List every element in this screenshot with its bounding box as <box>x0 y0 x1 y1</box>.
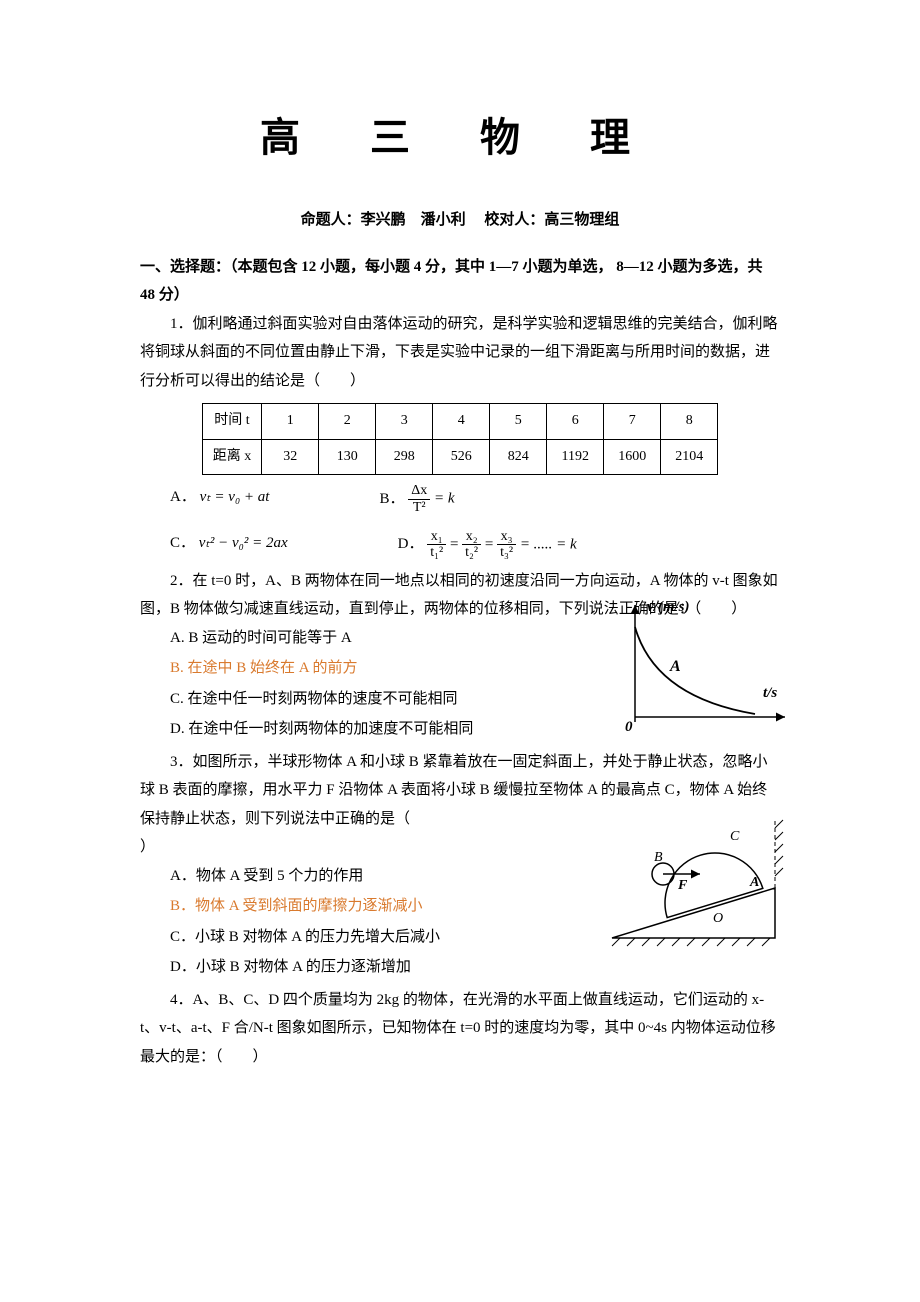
q2-figure: v/(m/s) A t/s 0 <box>615 597 790 737</box>
q4-text: 4．A、B、C、D 四个质量均为 2kg 的物体，在光滑的水平面上做直线运动，它… <box>140 986 780 1072</box>
table-cell: 7 <box>604 404 661 440</box>
q3-figure: F B C A O <box>600 818 790 953</box>
table-cell: 1 <box>262 404 319 440</box>
table-cell: 1192 <box>547 439 604 475</box>
table-cell: 32 <box>262 439 319 475</box>
q1-options: A． vₜ = v₀ + at B． Δx T² = k C． vₜ² − v₀… <box>170 483 780 561</box>
svg-text:v/(m/s): v/(m/s) <box>647 599 690 615</box>
table-cell: 2104 <box>661 439 718 475</box>
table-cell: 3 <box>376 404 433 440</box>
table-cell: 824 <box>490 439 547 475</box>
svg-text:A: A <box>669 658 681 675</box>
svg-text:t/s: t/s <box>763 685 777 701</box>
table-cell: 130 <box>319 439 376 475</box>
table-cell: 6 <box>547 404 604 440</box>
table-cell: 2 <box>319 404 376 440</box>
section-heading: 一、选择题：（本题包含 12 小题，每小题 4 分，其中 1—7 小题为单选， … <box>140 253 780 310</box>
q2-block: 2．在 t=0 时，A、B 两物体在同一地点以相同的初速度沿同一方向运动，A 物… <box>140 567 780 744</box>
q1-optB: B． Δx T² = k <box>379 483 454 515</box>
svg-text:B: B <box>654 850 663 865</box>
q1-optD: D． x₁t₁² = x₂t₂² = x₃t₃² = ..... = k <box>398 529 577 561</box>
table-cell: 1600 <box>604 439 661 475</box>
table-cell: 距离 x <box>202 439 262 475</box>
page-title: 高 三 物 理 <box>140 100 780 176</box>
svg-text:C: C <box>730 829 740 844</box>
table-cell: 298 <box>376 439 433 475</box>
table-cell: 5 <box>490 404 547 440</box>
svg-text:F: F <box>677 878 688 893</box>
q3-optD: D．小球 B 对物体 A 的压力逐渐增加 <box>170 953 780 982</box>
table-cell: 时间 t <box>202 404 262 440</box>
q3-block: 3．如图所示，半球形物体 A 和小球 B 紧靠着放在一固定斜面上，并处于静止状态… <box>140 748 780 982</box>
table-cell: 526 <box>433 439 490 475</box>
q1-optC: C． vₜ² − v₀² = 2ax <box>170 529 288 561</box>
svg-text:0: 0 <box>625 719 633 735</box>
q1-table: 时间 t 1 2 3 4 5 6 7 8 距离 x 32 130 298 526… <box>202 403 719 475</box>
table-cell: 4 <box>433 404 490 440</box>
q1-text: 1．伽利略通过斜面实验对自由落体运动的研究，是科学实验和逻辑思维的完美结合，伽利… <box>140 310 780 396</box>
table-cell: 8 <box>661 404 718 440</box>
svg-text:A: A <box>749 875 759 890</box>
svg-text:O: O <box>713 911 723 926</box>
q1-optA: A． vₜ = v₀ + at <box>170 483 269 515</box>
authors-line: 命题人：李兴鹏 潘小利 校对人：高三物理组 <box>140 206 780 235</box>
